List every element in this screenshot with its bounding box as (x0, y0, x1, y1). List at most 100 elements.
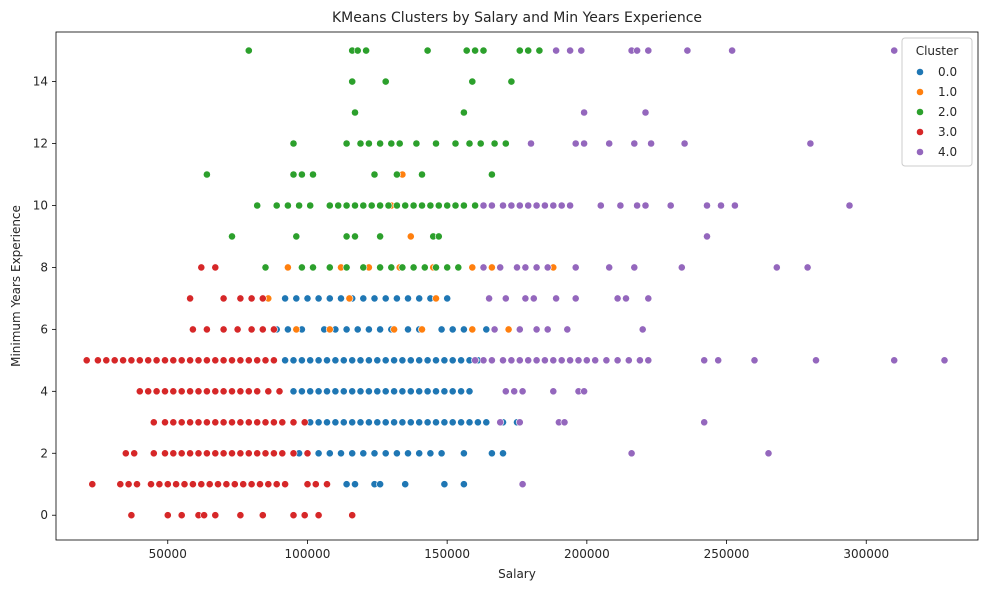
point (303, 449, 312, 458)
point (244, 449, 253, 458)
point (127, 511, 136, 520)
point (557, 356, 566, 365)
point (890, 356, 899, 365)
point (144, 387, 153, 396)
point (373, 387, 382, 396)
point (440, 480, 449, 489)
point (680, 139, 689, 148)
point (415, 418, 424, 427)
point (161, 418, 169, 427)
x-tick-label: 50000 (149, 547, 187, 561)
point (644, 46, 653, 55)
point (426, 449, 435, 458)
point (443, 263, 452, 272)
point (549, 201, 558, 210)
point (479, 263, 488, 272)
point (518, 387, 527, 396)
point (764, 449, 773, 458)
point (485, 294, 493, 303)
point (459, 449, 468, 458)
point (543, 325, 552, 334)
point (244, 418, 253, 427)
point (258, 511, 267, 520)
point (323, 356, 331, 365)
point (566, 356, 574, 365)
x-tick-label: 100000 (285, 547, 331, 561)
point (507, 77, 516, 86)
point (373, 418, 382, 427)
point (571, 139, 580, 148)
point (443, 294, 452, 303)
point (390, 387, 398, 396)
point (499, 201, 507, 210)
legend-label: 2.0 (938, 105, 957, 119)
point (261, 263, 270, 272)
point (169, 449, 178, 458)
point (418, 170, 426, 179)
point (471, 356, 479, 365)
point (772, 263, 781, 272)
point (359, 294, 368, 303)
point (566, 201, 574, 210)
point (700, 418, 709, 427)
point (228, 232, 236, 241)
point (577, 46, 586, 55)
point (636, 356, 644, 365)
point (323, 387, 331, 396)
point (432, 418, 440, 427)
point (459, 108, 468, 117)
point (353, 46, 362, 55)
point (381, 418, 390, 427)
point (457, 356, 465, 365)
point (144, 356, 153, 365)
point (362, 46, 370, 55)
point (351, 201, 359, 210)
point (370, 449, 379, 458)
point (552, 294, 560, 303)
point (351, 480, 359, 489)
point (211, 356, 220, 365)
point (728, 46, 736, 55)
point (703, 232, 711, 241)
point (482, 325, 491, 334)
plot-frame (55, 31, 979, 541)
point (269, 325, 278, 334)
point (278, 418, 287, 427)
point (384, 201, 393, 210)
y-tick-label: 0 (40, 508, 48, 522)
point (434, 232, 443, 241)
point (334, 201, 343, 210)
point (666, 201, 675, 210)
point (283, 201, 292, 210)
point (448, 387, 457, 396)
point (376, 201, 384, 210)
x-axis: 50000 100000 150000 200000 250000 300000 (149, 540, 889, 561)
point (325, 201, 334, 210)
point (345, 294, 354, 303)
point (309, 170, 317, 179)
x-tick-label: 250000 (704, 547, 750, 561)
point (448, 356, 457, 365)
point (339, 356, 348, 365)
point (110, 356, 119, 365)
point (451, 139, 460, 148)
point (306, 387, 315, 396)
point (387, 139, 396, 148)
point (177, 449, 186, 458)
point (314, 387, 323, 396)
point (644, 294, 653, 303)
point (574, 356, 583, 365)
point (571, 294, 580, 303)
point (186, 294, 194, 303)
point (591, 356, 600, 365)
point (292, 232, 301, 241)
point (342, 480, 351, 489)
point (381, 387, 390, 396)
point (281, 356, 289, 365)
point (398, 356, 407, 365)
point (487, 201, 496, 210)
point (188, 480, 197, 489)
point (364, 418, 373, 427)
point (323, 418, 331, 427)
